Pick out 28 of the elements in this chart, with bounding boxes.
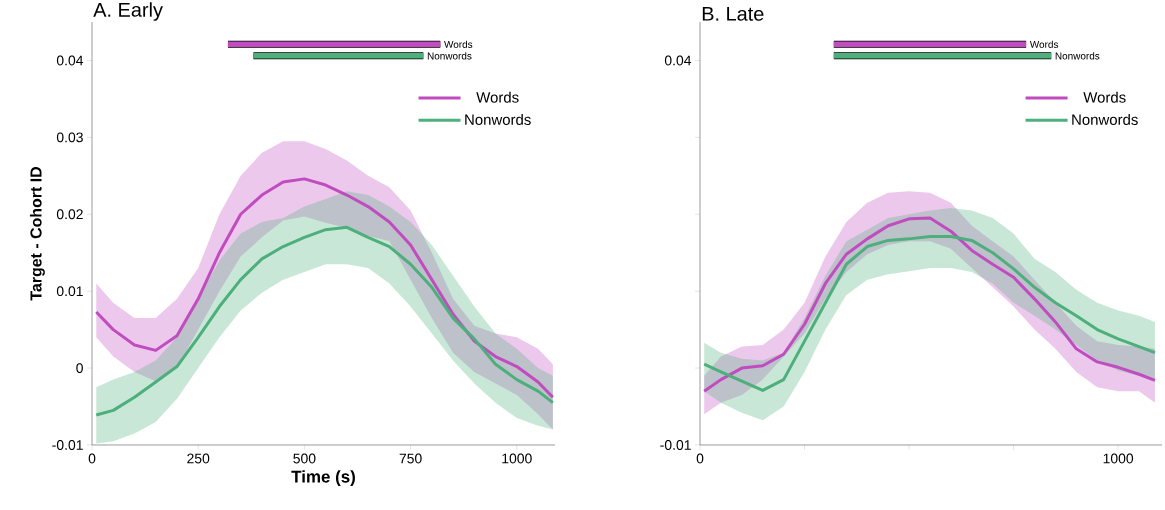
x-tick-label: 0 <box>88 453 96 464</box>
x-tick-label: 500 <box>293 453 316 464</box>
x-tick-label: 250 <box>187 453 210 464</box>
series-label: Nonwords <box>427 52 472 60</box>
x-axis-title: Time (s) <box>291 470 355 487</box>
legend-label: Words <box>1083 91 1126 103</box>
y-tick-label: 0.04 <box>664 55 692 66</box>
x-tick-label: 1000 <box>502 453 532 464</box>
y-axis-title: Target - Cohort ID <box>29 167 45 301</box>
y-tick-label: -0.01 <box>660 440 691 450</box>
x-tick-label: 1000 <box>1103 453 1134 464</box>
y-tick-label: 0.03 <box>56 132 83 143</box>
y-tick-label: 0.01 <box>56 286 83 297</box>
legend-label: Nonwords <box>465 114 531 126</box>
y-tick-label: 0.04 <box>56 55 84 66</box>
series-label: Words <box>1029 40 1059 48</box>
y-tick-label: 0 <box>76 363 83 374</box>
chart-title: B. Late <box>702 6 764 21</box>
series-label: Nonwords <box>1055 52 1100 60</box>
legend-label: Nonwords <box>1072 114 1138 126</box>
y-tick-label: -0.01 <box>52 440 83 450</box>
series-label: Words <box>444 40 473 48</box>
x-tick-label: 0 <box>696 453 704 464</box>
chart-title: A. Early <box>93 2 163 21</box>
x-tick-label: 750 <box>399 453 422 464</box>
line-series <box>94 225 555 417</box>
y-tick-label: 0.02 <box>56 209 83 220</box>
legend-label: Words <box>476 91 519 103</box>
